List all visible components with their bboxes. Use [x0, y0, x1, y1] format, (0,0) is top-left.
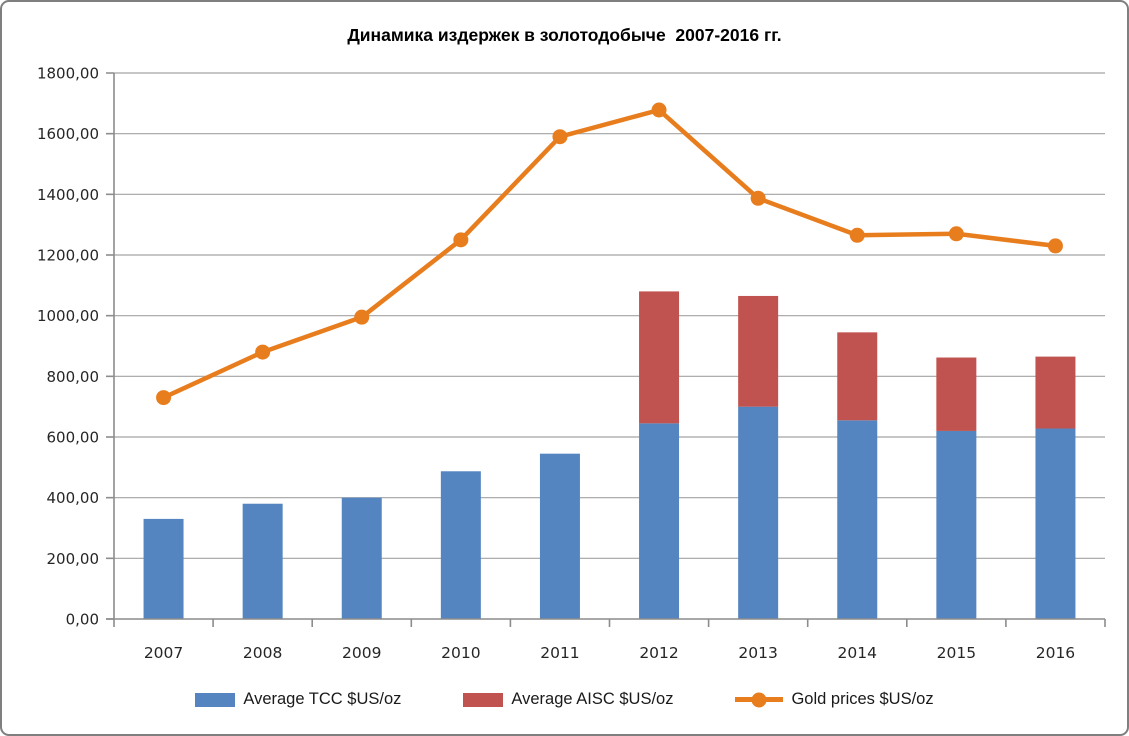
gold-prices-line [161, 107, 1058, 400]
y-axis-label-1000: 1000,00 [37, 307, 99, 325]
bar-tcc-2007 [143, 518, 184, 619]
bar-tcc-2014 [837, 420, 878, 619]
bar-aisc-2016 [1035, 356, 1076, 429]
legend-label-gold: Gold prices $US/oz [791, 690, 934, 708]
gold-price-marker-2016 [1047, 238, 1063, 254]
x-axis-label-2015: 2015 [937, 644, 976, 662]
gold-price-marker-2013 [750, 190, 766, 206]
x-axis-label-2012: 2012 [639, 644, 678, 662]
y-axis-label-400: 400,00 [47, 489, 100, 507]
gold-price-marker-2014 [849, 227, 865, 243]
bar-tcc-2016 [1035, 428, 1076, 619]
gold-price-marker-2010 [453, 232, 469, 248]
bar-tcc-2012 [639, 423, 680, 619]
legend-item-gold-prices: Gold prices $US/oz [735, 690, 934, 709]
bar-aisc-2014 [837, 332, 878, 421]
legend-swatch-aisc [463, 692, 504, 707]
x-axis-label-2009: 2009 [342, 644, 381, 662]
gold-price-marker-2008 [255, 344, 271, 360]
bar-tcc-2013 [738, 406, 779, 619]
bar-tcc-2008 [242, 503, 283, 619]
gold-price-marker-2012 [651, 102, 667, 118]
x-axis-label-2014: 2014 [838, 644, 877, 662]
bar-tcc-2011 [539, 453, 580, 619]
x-axis-label-2008: 2008 [243, 644, 282, 662]
gold-price-marker-2011 [552, 129, 568, 145]
gold-price-marker-2015 [948, 226, 964, 242]
gold-price-marker-2009 [354, 309, 370, 325]
legend-item-average-tcc: Average TCC $US/oz [195, 690, 401, 709]
legend-swatch-tcc [195, 692, 236, 707]
bar-tcc-2009 [341, 497, 382, 619]
legend: Average TCC $US/oz Average AISC $US/oz G… [2, 690, 1127, 709]
x-axis-label-2016: 2016 [1036, 644, 1075, 662]
y-axis-label-1600: 1600,00 [37, 125, 99, 143]
bar-tcc-2015 [936, 430, 977, 619]
legend-label-tcc: Average TCC $US/oz [243, 690, 402, 708]
chart-title: Динамика издержек в золотодобыче 2007-20… [347, 25, 782, 45]
bar-aisc-2013 [738, 295, 779, 407]
y-axis-label-200: 200,00 [47, 550, 100, 568]
y-axis-label-0: 0,00 [66, 611, 99, 629]
y-axis-label-1200: 1200,00 [37, 247, 99, 265]
legend-label-aisc: Average AISC $US/oz [511, 690, 674, 708]
legend-item-average-aisc: Average AISC $US/oz [463, 690, 673, 709]
y-axis-label-800: 800,00 [47, 368, 100, 386]
y-axis-label-600: 600,00 [47, 429, 100, 447]
x-axis-label-2010: 2010 [441, 644, 480, 662]
x-axis-label-2013: 2013 [738, 644, 777, 662]
legend-marker-dot-icon [751, 692, 767, 707]
bar-tcc-2010 [440, 471, 481, 619]
x-axis-label-2007: 2007 [144, 644, 183, 662]
x-axis-label-2011: 2011 [540, 644, 579, 662]
gold-price-marker-2007 [156, 390, 172, 406]
bar-aisc-2012 [639, 291, 680, 424]
legend-line-marker-icon [735, 692, 784, 707]
bar-aisc-2015 [936, 357, 977, 431]
y-axis-label-1800: 1800,00 [37, 65, 99, 83]
y-axis-label-1400: 1400,00 [37, 186, 99, 204]
